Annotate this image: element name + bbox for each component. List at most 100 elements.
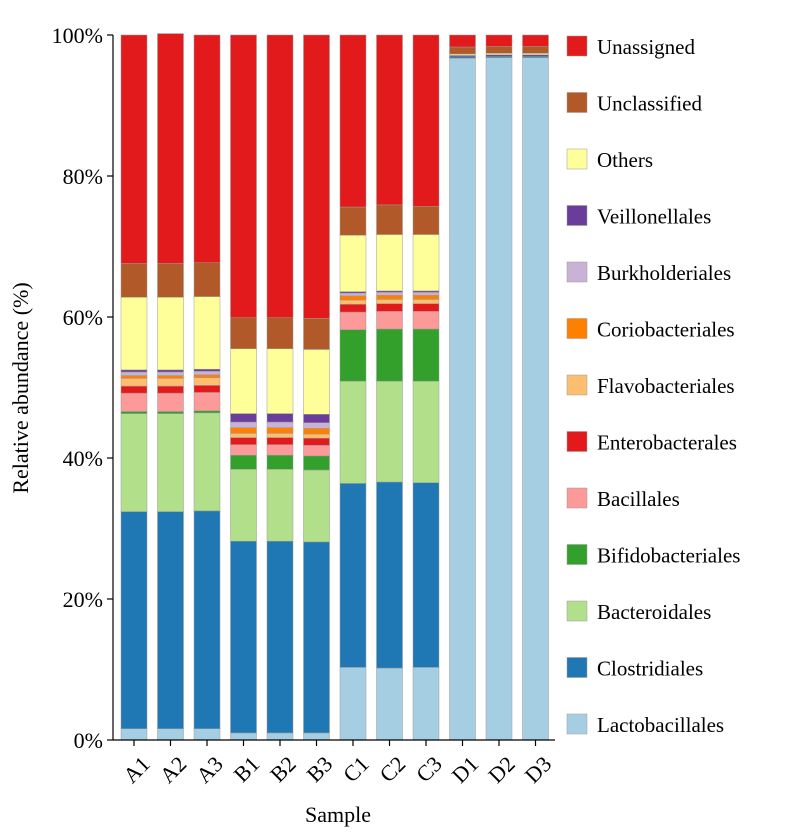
bar-segment-A1-unassigned — [120, 34, 148, 264]
bar-segment-A3-enterobacterales — [193, 385, 221, 393]
legend-label: Clostridiales — [597, 657, 703, 681]
bar-stack-B1 — [230, 34, 257, 741]
bar-segment-B1-bacteroidales — [230, 469, 257, 542]
bar-segment-C3-flavobacteriales — [412, 299, 440, 304]
legend: Unassigned Unclassified Others Veillonellal… — [566, 35, 740, 737]
bars-layer — [120, 33, 549, 741]
bar-segment-A2-bacteroidales — [157, 413, 184, 512]
bar-segment-B3-enterobacterales — [303, 438, 330, 446]
legend-item-coriobacteriales: Coriobacteriales — [566, 318, 735, 342]
legend-label: Bacteroidales — [597, 600, 711, 624]
legend-label: Coriobacteriales — [597, 318, 735, 342]
bar-segment-A3-bifidobacteriales — [193, 410, 221, 414]
bar-segment-A2-enterobacterales — [157, 385, 184, 394]
bar-segment-C2-bacteroidales — [376, 380, 403, 483]
legend-item-clostridiales: Clostridiales — [566, 657, 703, 681]
bar-segment-B3-flavobacteriales — [303, 433, 330, 439]
bar-segment-A3-unclassified — [193, 262, 221, 297]
bar-segment-B2-clostridiales — [266, 540, 294, 734]
x-axis-title: Sample — [305, 802, 371, 827]
bar-segment-D2-unassigned — [485, 34, 513, 47]
bar-stack-D1 — [449, 34, 476, 741]
legend-item-lactobacillales: Lactobacillales — [566, 713, 724, 737]
bar-segment-C2-enterobacterales — [376, 303, 403, 312]
bar-segment-A1-clostridiales — [120, 511, 148, 729]
legend-swatch — [566, 657, 588, 678]
bar-segment-B1-unassigned — [230, 34, 257, 318]
legend-swatch — [566, 374, 588, 396]
bar-segment-C2-flavobacteriales — [376, 299, 403, 304]
x-tick-label: A2 — [155, 751, 192, 788]
legend-label: Lactobacillales — [597, 713, 724, 737]
bar-segment-B1-bifidobacteriales — [230, 454, 257, 470]
bar-segment-A3-flavobacteriales — [193, 377, 221, 386]
bar-segment-A1-others — [120, 297, 148, 371]
bar-segment-C2-others — [376, 234, 403, 292]
bar-segment-A1-flavobacteriales — [120, 378, 148, 387]
bar-segment-C2-lactobacillales — [376, 667, 403, 741]
y-tick-label: 0% — [74, 728, 103, 753]
x-tick-label: B2 — [265, 751, 301, 787]
bar-segment-B2-coriobacteriales — [266, 427, 294, 434]
bar-segment-A1-bifidobacteriales — [120, 411, 148, 414]
bar-segment-A1-coriobacteriales — [120, 375, 148, 379]
bar-segment-D1-unclassified — [449, 46, 476, 55]
y-axis-title: Relative abundance (%) — [8, 282, 33, 493]
y-tick-label: 80% — [63, 164, 103, 189]
bar-segment-A3-burkholderiales — [193, 371, 221, 376]
bar-stack-D3 — [522, 34, 549, 741]
legend-swatch — [566, 487, 588, 509]
bar-segment-A1-unclassified — [120, 263, 148, 298]
bar-segment-A1-bacteroidales — [120, 413, 148, 512]
bar-segment-B2-bacillales — [266, 444, 294, 456]
bar-segment-B1-clostridiales — [230, 540, 257, 734]
bar-segment-A2-burkholderiales — [157, 371, 184, 376]
bar-segment-A1-veillonellales — [120, 369, 148, 373]
bar-segment-B1-burkholderiales — [230, 421, 257, 428]
x-tick-label: D2 — [483, 751, 520, 788]
bar-segment-C3-bacteroidales — [412, 380, 440, 483]
x-tick-label: B3 — [302, 751, 338, 787]
legend-swatch — [566, 261, 588, 283]
bar-segment-B2-lactobacillales — [266, 732, 294, 741]
legend-label: Unclassified — [597, 92, 702, 116]
legend-swatch — [566, 148, 588, 170]
bar-segment-C3-bifidobacteriales — [412, 328, 440, 382]
bar-segment-B3-veillonellales — [303, 414, 330, 424]
bar-segment-C2-burkholderiales — [376, 292, 403, 296]
bar-segment-B2-others — [266, 348, 294, 414]
legend-item-others: Others — [566, 148, 653, 172]
bar-segment-C3-others — [412, 234, 440, 292]
bar-segment-C1-flavobacteriales — [339, 299, 367, 305]
bar-segment-C2-clostridiales — [376, 481, 403, 669]
bar-segment-C1-others — [339, 234, 367, 292]
bar-stack-A1 — [120, 34, 148, 741]
bar-segment-B2-unclassified — [266, 317, 294, 349]
legend-item-unassigned: Unassigned — [566, 35, 695, 59]
legend-label: Bifidobacteriales — [597, 544, 740, 568]
x-tick-label: C2 — [375, 751, 411, 787]
bar-stack-A2 — [157, 33, 184, 741]
legend-item-bacteroidales: Bacteroidales — [566, 600, 711, 624]
bar-segment-A2-others — [157, 297, 184, 371]
bar-segment-B1-veillonellales — [230, 413, 257, 423]
bar-segment-D2-lactobacillales — [485, 57, 513, 741]
bar-stack-B2 — [266, 34, 294, 741]
bar-stack-A3 — [193, 34, 221, 741]
legend-item-enterobacterales: Enterobacterales — [566, 431, 737, 455]
bar-segment-B2-bifidobacteriales — [266, 454, 294, 470]
bar-segment-C3-unassigned — [412, 34, 440, 207]
x-tick-label: A1 — [118, 751, 155, 788]
bar-segment-A1-enterobacterales — [120, 385, 148, 394]
bar-segment-B3-unclassified — [303, 318, 330, 350]
bar-segment-C3-enterobacterales — [412, 303, 440, 312]
legend-label: Enterobacterales — [597, 431, 737, 455]
x-tick-label: A3 — [191, 751, 228, 788]
y-tick-label: 40% — [63, 446, 103, 471]
bar-segment-B1-bacillales — [230, 444, 257, 456]
bar-stack-C1 — [339, 34, 367, 741]
bar-segment-B2-enterobacterales — [266, 437, 294, 445]
axes-layer: 0% 20% 40% 60% 80% 100% A1 A2 A3 B1 B2 B3 C1 C2 C3 D1 D2… — [52, 23, 557, 788]
bar-segment-B2-veillonellales — [266, 413, 294, 423]
